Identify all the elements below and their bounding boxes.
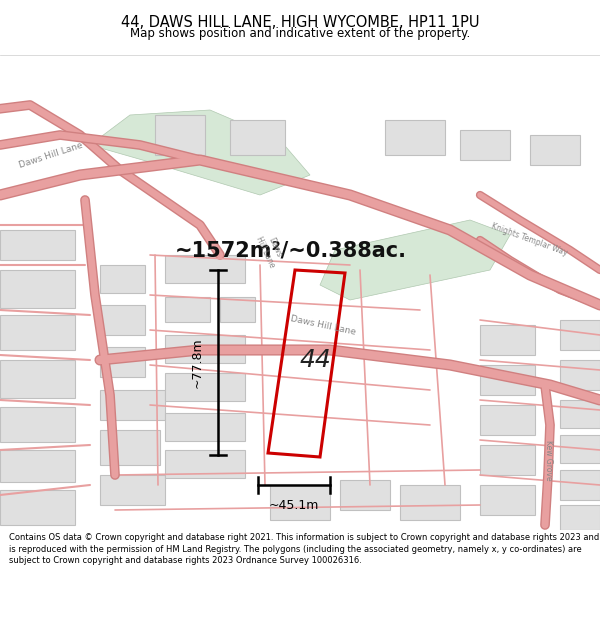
Bar — [560, 470, 600, 500]
Bar — [100, 430, 160, 465]
Bar — [400, 485, 460, 520]
Text: 44, DAWS HILL LANE, HIGH WYCOMBE, HP11 1PU: 44, DAWS HILL LANE, HIGH WYCOMBE, HP11 1… — [121, 16, 479, 31]
Bar — [165, 255, 245, 283]
Bar — [165, 413, 245, 441]
Bar — [100, 305, 145, 335]
Bar — [0, 450, 75, 482]
Bar — [480, 485, 535, 515]
Bar — [100, 347, 145, 377]
Bar — [560, 505, 600, 530]
Text: ~1572m²/~0.388ac.: ~1572m²/~0.388ac. — [175, 240, 407, 260]
Bar — [155, 115, 205, 155]
Bar — [165, 335, 245, 363]
Bar — [220, 297, 255, 322]
Text: Daws Hill Lane: Daws Hill Lane — [290, 314, 357, 336]
Bar — [560, 320, 600, 350]
Bar — [0, 315, 75, 350]
Bar — [560, 360, 600, 390]
Bar — [165, 450, 245, 478]
Polygon shape — [90, 110, 310, 195]
Text: Knights Templar Way: Knights Templar Way — [490, 222, 569, 258]
Bar — [0, 270, 75, 308]
Bar — [270, 485, 330, 520]
Text: Daws Hill Lane: Daws Hill Lane — [18, 141, 84, 169]
Text: ~45.1m: ~45.1m — [269, 499, 319, 512]
Bar — [0, 407, 75, 442]
Polygon shape — [320, 220, 510, 300]
Bar — [100, 475, 165, 505]
Bar — [530, 135, 580, 165]
Text: Daws
Hill Lane: Daws Hill Lane — [254, 231, 286, 269]
Bar — [100, 265, 145, 293]
Bar — [165, 297, 210, 322]
Text: 44: 44 — [299, 348, 331, 372]
Bar — [460, 130, 510, 160]
Bar — [0, 230, 75, 260]
Bar — [100, 390, 165, 420]
Bar — [230, 120, 285, 155]
Text: Kew Grove: Kew Grove — [544, 440, 553, 480]
Bar — [480, 405, 535, 435]
Bar — [340, 480, 390, 510]
Bar — [560, 400, 600, 428]
Bar — [0, 490, 75, 525]
Text: Contains OS data © Crown copyright and database right 2021. This information is : Contains OS data © Crown copyright and d… — [9, 533, 599, 566]
Text: ~77.8m: ~77.8m — [191, 338, 204, 388]
Bar — [560, 435, 600, 463]
Bar — [0, 360, 75, 398]
Bar — [165, 373, 245, 401]
Text: Map shows position and indicative extent of the property.: Map shows position and indicative extent… — [130, 27, 470, 39]
Bar — [385, 120, 445, 155]
Bar — [480, 365, 535, 395]
Bar — [480, 325, 535, 355]
Bar — [480, 445, 535, 475]
